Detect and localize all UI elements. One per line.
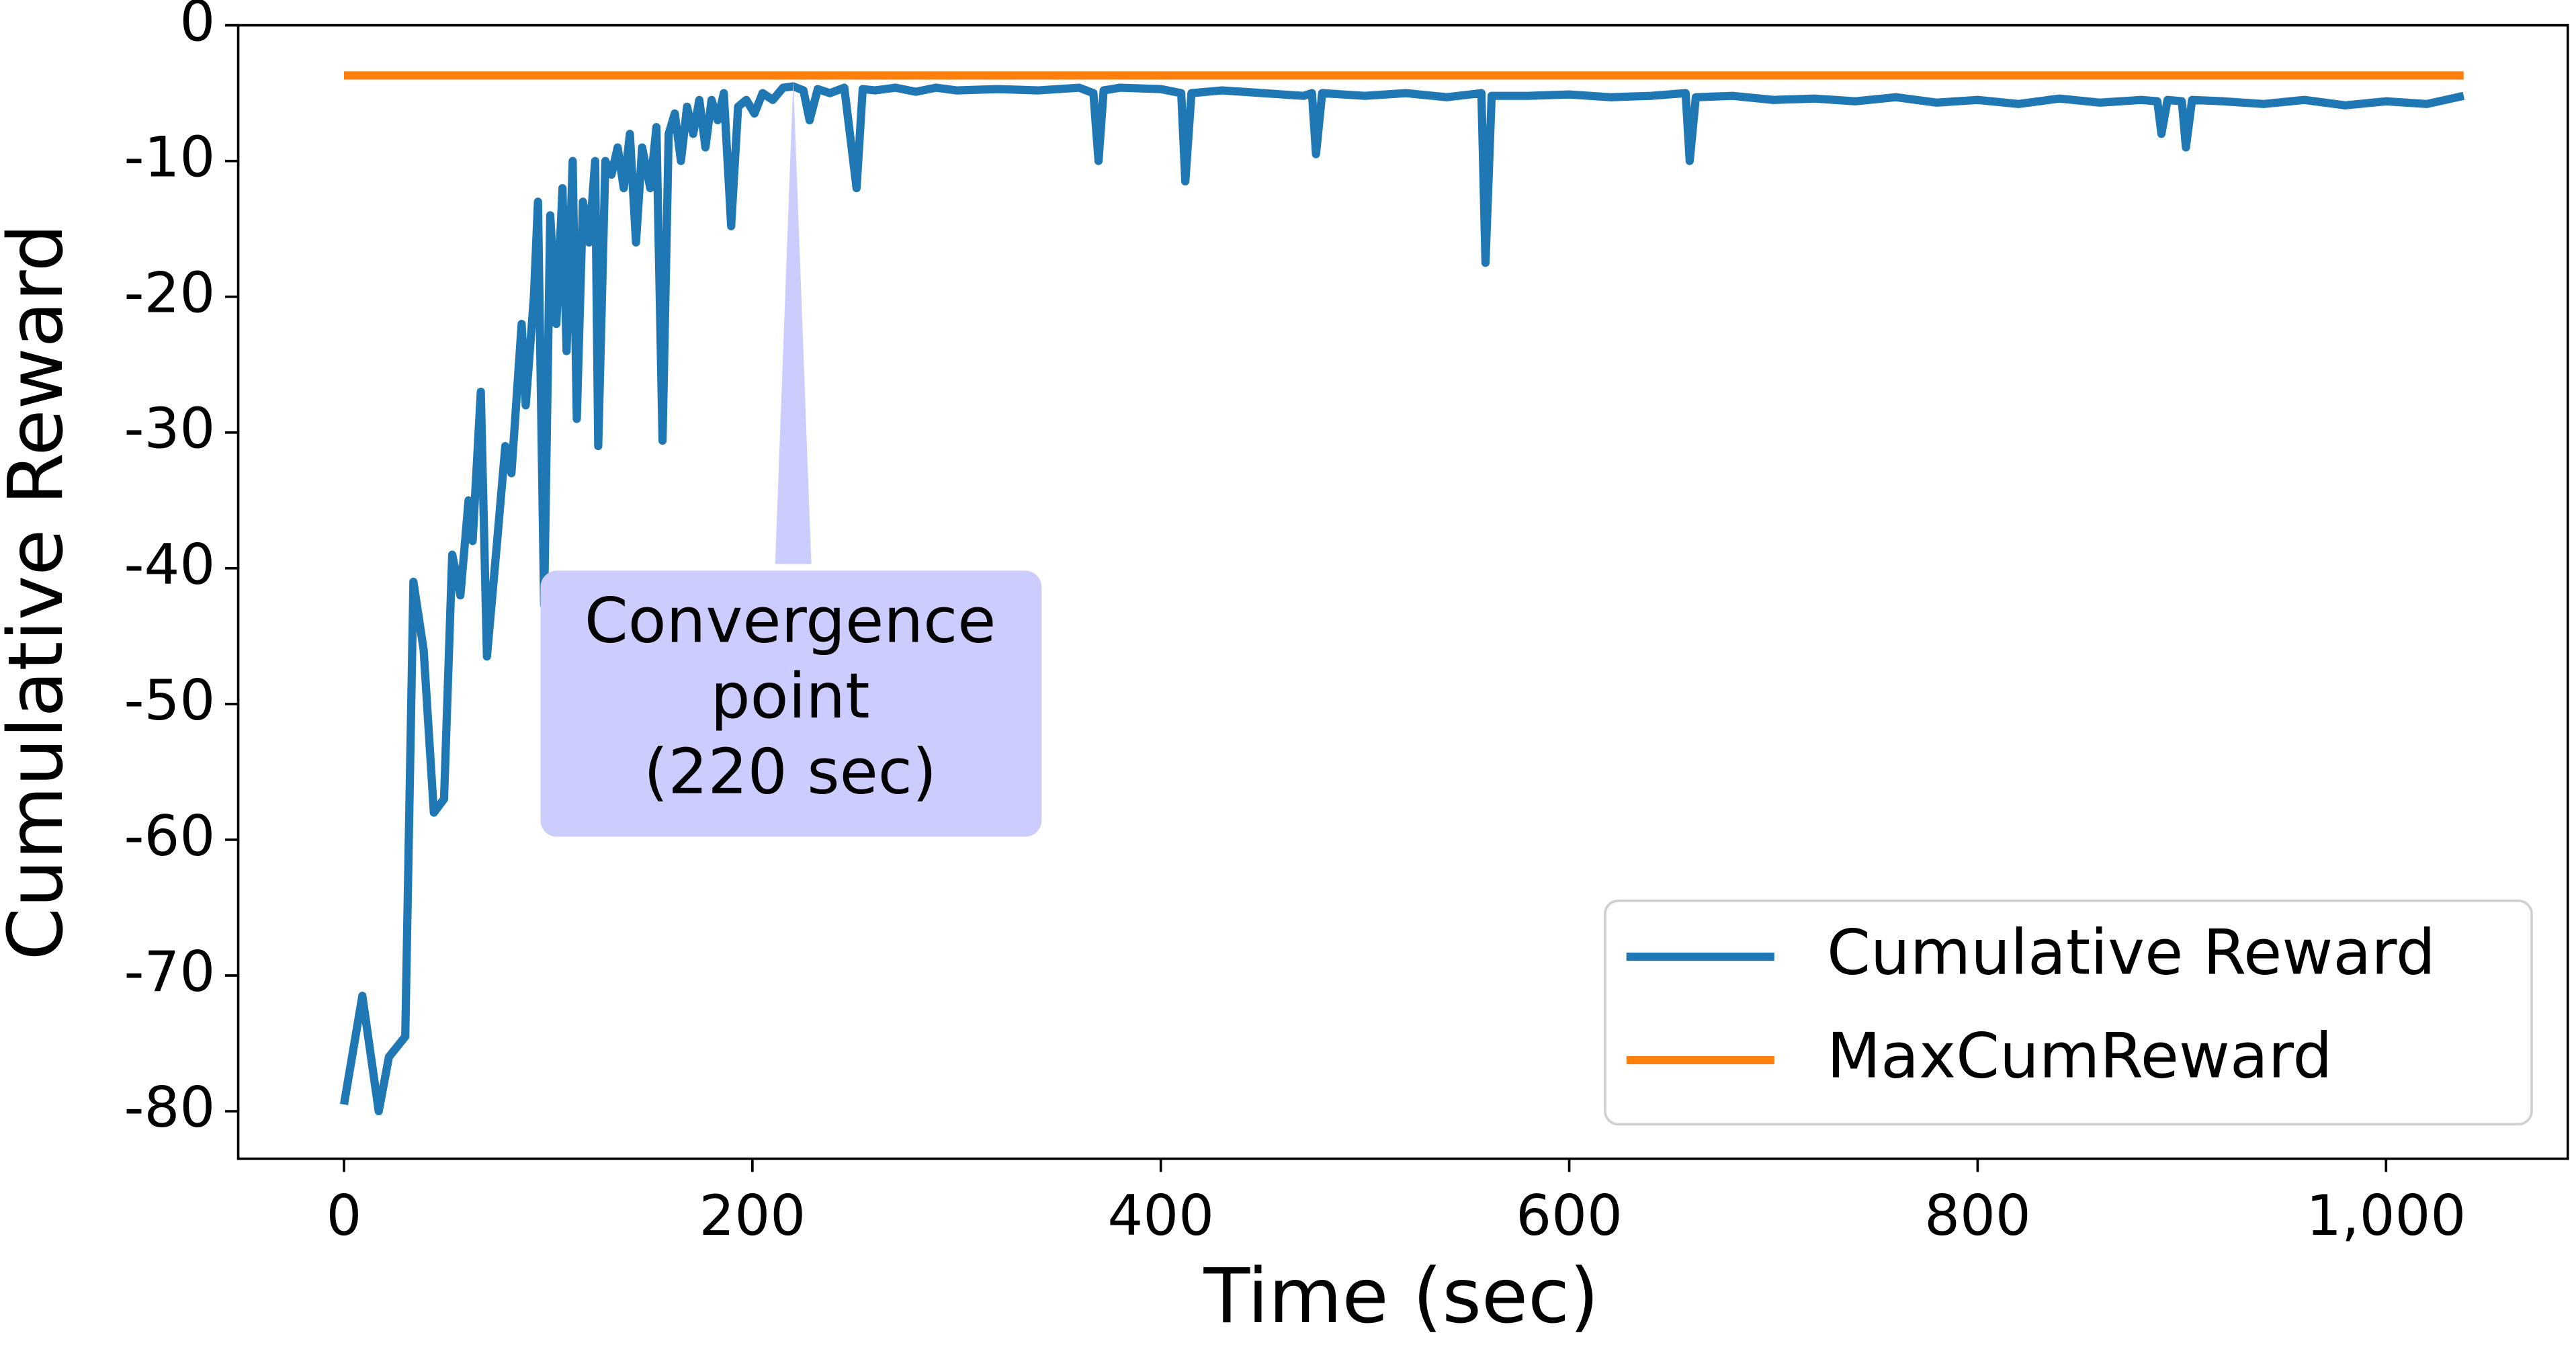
y-tick-label: -50 xyxy=(124,668,216,733)
y-tick-label: -30 xyxy=(124,396,216,462)
x-tick-label: 1,000 xyxy=(2306,1183,2466,1248)
annotation-text: Convergence xyxy=(585,584,996,656)
plot-frame xyxy=(237,24,2569,1160)
annotation-arrow xyxy=(775,79,812,564)
y-tick-label: -10 xyxy=(124,125,216,190)
x-tick-label: 400 xyxy=(1107,1183,1214,1248)
legend-box xyxy=(1604,900,2533,1126)
series-line xyxy=(339,82,2465,1116)
y-tick-label: -70 xyxy=(124,939,216,1004)
legend-label: Cumulative Reward xyxy=(1827,916,2436,988)
y-tick-label: -80 xyxy=(124,1075,216,1140)
y-tick-label: -60 xyxy=(124,804,216,869)
legend-label: MaxCumReward xyxy=(1827,1019,2332,1092)
annotation-text: point xyxy=(711,660,870,732)
x-tick-label: 600 xyxy=(1516,1183,1623,1248)
y-axis-label: Cumulative Reward xyxy=(0,224,80,961)
legend: Cumulative Reward MaxCumReward xyxy=(1604,900,2533,1126)
y-tick-label: -20 xyxy=(124,261,216,326)
annotation-box xyxy=(540,570,1042,837)
x-tick-label: 200 xyxy=(699,1183,806,1248)
annotation-text: (220 sec) xyxy=(644,735,937,808)
x-axis-label: Time (sec) xyxy=(1203,1252,1599,1340)
x-tick-label: 800 xyxy=(1924,1183,2031,1248)
x-tick-label: 0 xyxy=(327,1183,362,1248)
y-tick-label: 0 xyxy=(179,0,215,54)
y-tick-label: -40 xyxy=(124,532,216,597)
